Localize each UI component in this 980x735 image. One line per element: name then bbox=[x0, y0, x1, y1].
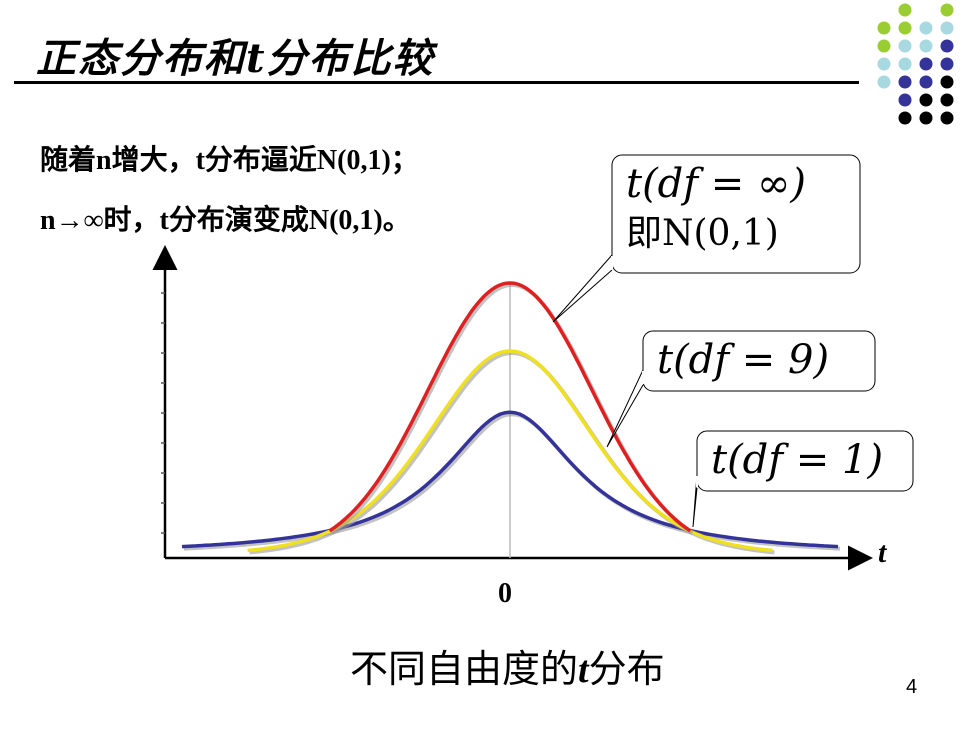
decor-dot bbox=[919, 93, 933, 107]
title-underline bbox=[14, 81, 859, 84]
decor-dot bbox=[877, 21, 891, 35]
decor-dot bbox=[898, 3, 912, 17]
decor-dot bbox=[940, 21, 954, 35]
x-axis-label: t bbox=[878, 536, 887, 569]
decorative-dot-grid bbox=[877, 3, 954, 125]
decor-dot bbox=[940, 93, 954, 107]
callout-df-inf-text-1: t(df = ∞) bbox=[626, 161, 806, 207]
x-tick-label-zero: 0 bbox=[498, 578, 512, 609]
decor-dot bbox=[940, 39, 954, 53]
curve-df1 bbox=[181, 410, 839, 549]
caption-italic: t bbox=[578, 649, 589, 691]
decor-dot bbox=[919, 21, 933, 35]
decor-dot bbox=[919, 57, 933, 71]
callout-df1-pointer bbox=[692, 474, 698, 528]
decor-dot bbox=[919, 39, 933, 53]
callout-df-inf-text-2: 即N(0,1) bbox=[626, 213, 779, 254]
decor-dot bbox=[877, 57, 891, 71]
callout-df9-text-1: t(df = 9) bbox=[657, 337, 829, 383]
decor-dot bbox=[877, 39, 891, 53]
decor-dot bbox=[940, 57, 954, 71]
callout-df1-box bbox=[696, 430, 914, 492]
decor-dot bbox=[919, 75, 933, 89]
decor-dot bbox=[898, 21, 912, 35]
curve-normal bbox=[328, 281, 692, 533]
callout-df-inf-box bbox=[611, 154, 861, 274]
intro-line-1: 随着n增大，t分布逼近N(0,1)； bbox=[40, 145, 419, 176]
caption-prefix: 不同自由度的 bbox=[350, 649, 579, 691]
decor-dot bbox=[898, 111, 912, 125]
callout-df-inf-pointer bbox=[552, 254, 613, 323]
chart-caption: 不同自由度的t分布 bbox=[350, 638, 665, 693]
slide-title: 正态分布和t分布比较 bbox=[36, 35, 435, 82]
decor-dot bbox=[898, 57, 912, 71]
decor-dot bbox=[898, 75, 912, 89]
decor-dot bbox=[898, 39, 912, 53]
decor-dot bbox=[877, 75, 891, 89]
decor-dot bbox=[919, 111, 933, 125]
caption-suffix: 分布 bbox=[588, 649, 665, 691]
callout-df9-box bbox=[642, 330, 876, 392]
intro-line-2: n→∞时，t分布演变成N(0,1)。 bbox=[40, 205, 411, 236]
callout-df9-pointer bbox=[606, 369, 644, 448]
decor-dot bbox=[940, 111, 954, 125]
callout-df1-text-1: t(df = 1) bbox=[711, 437, 883, 483]
decor-dot bbox=[940, 3, 954, 17]
decor-dot bbox=[898, 93, 912, 107]
decor-dot bbox=[940, 75, 954, 89]
page-number: 4 bbox=[906, 676, 918, 698]
